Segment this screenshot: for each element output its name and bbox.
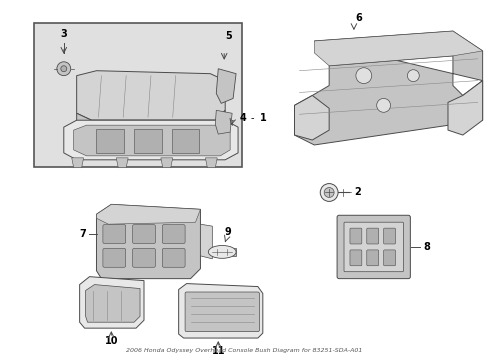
FancyBboxPatch shape (162, 248, 185, 267)
Polygon shape (314, 31, 482, 66)
FancyBboxPatch shape (383, 250, 395, 266)
Circle shape (57, 62, 71, 76)
Bar (34, 23, 242, 167)
Bar (232, 248, 236, 256)
Polygon shape (96, 204, 200, 279)
Circle shape (407, 70, 418, 82)
FancyBboxPatch shape (366, 228, 378, 244)
Text: 11: 11 (211, 346, 224, 356)
Polygon shape (116, 158, 128, 168)
Polygon shape (294, 95, 328, 140)
Polygon shape (96, 204, 200, 224)
Text: 6: 6 (355, 13, 362, 23)
FancyBboxPatch shape (349, 228, 361, 244)
FancyBboxPatch shape (336, 215, 409, 279)
FancyBboxPatch shape (344, 222, 403, 272)
Text: 9: 9 (224, 227, 231, 237)
Polygon shape (74, 125, 230, 156)
FancyBboxPatch shape (185, 292, 259, 332)
Polygon shape (77, 110, 225, 130)
Circle shape (355, 68, 371, 84)
Text: 3: 3 (61, 29, 67, 39)
Polygon shape (161, 158, 172, 168)
FancyBboxPatch shape (349, 250, 361, 266)
Text: 4: 4 (240, 113, 246, 123)
Polygon shape (72, 158, 83, 168)
Ellipse shape (208, 246, 236, 258)
Text: 2006 Honda Odyssey Overhead Console Bush Diagram for 83251-SDA-A01: 2006 Honda Odyssey Overhead Console Bush… (125, 348, 362, 353)
Circle shape (320, 184, 337, 201)
Text: 8: 8 (422, 242, 429, 252)
Text: 10: 10 (104, 336, 118, 346)
FancyBboxPatch shape (102, 225, 125, 243)
FancyBboxPatch shape (366, 250, 378, 266)
Polygon shape (85, 284, 140, 322)
FancyBboxPatch shape (162, 225, 185, 243)
Polygon shape (294, 31, 482, 145)
Text: 5: 5 (224, 31, 231, 41)
Polygon shape (447, 81, 482, 135)
Polygon shape (178, 284, 262, 338)
FancyBboxPatch shape (383, 228, 395, 244)
FancyBboxPatch shape (102, 248, 125, 267)
Polygon shape (77, 71, 225, 120)
Circle shape (61, 66, 67, 72)
Polygon shape (215, 110, 232, 134)
Text: 2: 2 (353, 188, 360, 198)
Text: 7: 7 (80, 229, 86, 239)
Polygon shape (171, 129, 199, 153)
Polygon shape (80, 276, 143, 328)
Polygon shape (205, 158, 217, 168)
Bar (208, 248, 212, 256)
Polygon shape (134, 129, 162, 153)
Circle shape (324, 188, 333, 197)
Polygon shape (200, 224, 212, 259)
Polygon shape (216, 69, 236, 103)
Ellipse shape (218, 115, 227, 129)
Circle shape (376, 98, 390, 112)
FancyBboxPatch shape (132, 225, 155, 243)
Polygon shape (96, 129, 124, 153)
Text: 1: 1 (259, 113, 266, 123)
Text: -: - (250, 113, 253, 123)
FancyBboxPatch shape (132, 248, 155, 267)
Polygon shape (63, 120, 238, 160)
